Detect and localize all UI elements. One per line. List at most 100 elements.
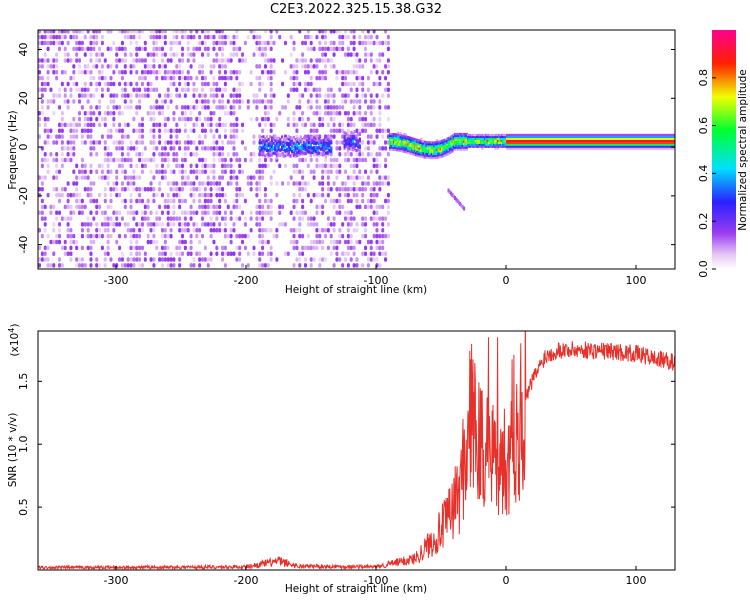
spectrogram-noise-cell [112,140,116,145]
spectrogram-noise-cell [109,198,113,204]
spectrogram-noise-cell [106,146,110,151]
spectrogram-track-cell [405,147,409,150]
spectrogram-noise-cell [215,52,219,57]
spectrogram-track-cell [396,133,399,136]
spectrogram-track-cell [595,135,598,139]
spectrogram-track-cell [392,138,396,142]
spectrogram-track-cell [564,145,567,148]
spectrogram-noise-cell [355,222,359,227]
spectrogram-track-cell [664,133,667,137]
spectrogram-track-cell [398,137,401,140]
spectrogram-track-cell [642,139,645,142]
spectrogram-noise-cell [169,228,173,233]
spectrogram-noise-cell [306,64,310,69]
spectrogram-noise-cell [326,192,330,198]
spectrogram-track-cell [519,133,522,137]
spectrogram-noise-cell [212,34,216,40]
spectrogram-track-cell [656,133,659,137]
spectrogram-noise-cell [372,257,376,262]
spectrogram-track-cell [662,143,665,146]
spectrogram-noise-cell [169,140,173,145]
spectrogram-blob-cell [279,137,282,141]
spectrogram-noise-cell [252,245,256,251]
spectrogram-noise-cell [212,140,216,145]
spectrogram-track-cell [390,146,393,149]
spectrogram-track-cell [468,141,471,144]
spectrogram-track-cell [428,141,431,144]
spectrogram-noise-cell [318,93,322,98]
spectrogram-noise-cell [255,46,259,52]
spectrogram-noise-cell [106,216,110,221]
spectrogram-noise-cell [218,151,222,157]
spectrogram-noise-cell [160,210,164,215]
spectrogram-track-cell [607,147,610,150]
spectrogram-track-cell [625,143,628,146]
spectrogram-track-cell [465,148,468,151]
spectrogram-noise-cell [189,75,193,81]
spectrogram-track-cell [418,147,422,150]
spectrogram-blob-cell [313,140,316,144]
spectrogram-tail-cell [461,205,464,210]
spectrogram-blob-cell [343,134,346,138]
spectrogram-track-cell [656,141,659,144]
spectrogram-track-cell [610,141,613,144]
spectrogram-noise-cell [292,40,296,46]
spectrogram-noise-cell [352,181,356,186]
spectrogram-track-cell [457,132,461,136]
spectrogram-noise-cell [86,30,90,34]
spectrogram-noise-cell [112,69,116,75]
spectrogram-track-cell [457,134,461,138]
spectrogram-track-cell [486,145,489,148]
spectrogram-noise-cell [83,204,87,210]
spectrogram-noise-cell [155,222,159,227]
spectrogram-track-cell [662,135,665,139]
spectrogram-noise-cell [201,105,205,110]
spectrogram-track-cell [638,143,641,146]
spectrogram-track-cell [412,147,415,150]
spectrogram-noise-cell [46,163,50,169]
spectrogram-noise-cell [381,93,385,98]
spectrogram-track-cell [418,141,422,144]
spectrogram-noise-cell [181,169,184,174]
spectrogram-blob-cell [350,138,353,142]
spectrogram-track-cell [476,135,479,139]
spectrogram-track-cell [545,139,548,142]
spectrogram-track-cell [455,140,458,143]
spectrogram-noise-cell [215,140,219,145]
spectrogram-noise-cell [140,151,144,157]
spectrogram-noise-cell [229,93,233,98]
spectrogram-noise-cell [249,81,253,87]
spectrogram-noise-cell [106,175,110,180]
spectrogram-noise-cell [306,69,310,75]
spectrogram-track-cell [451,134,454,137]
spectrogram-noise-cell [160,192,164,198]
spectrogram-track-cell [398,149,401,152]
spectrogram-noise-cell [324,64,327,69]
spectrogram-track-cell [573,135,576,139]
spectrogram-noise-cell [86,69,90,75]
spectrogram-noise-cell [318,181,322,186]
spectrogram-noise-cell [361,87,365,93]
spectrogram-noise-cell [186,210,190,215]
spectrogram-blob-cell [324,151,328,155]
spectrogram-track-cell [403,140,406,144]
spectrogram-noise-cell [332,222,336,227]
spectrogram-noise-cell [229,69,233,75]
spectrogram-y-tick-label: 40 [17,43,30,57]
spectrogram-blob-cell [294,148,297,152]
spectrogram-noise-cell [269,93,273,98]
spectrogram-track-cell [584,139,587,142]
spectrogram-noise-cell [349,163,353,169]
spectrogram-noise-cell [118,122,122,128]
spectrogram-noise-cell [109,192,113,198]
spectrogram-noise-cell [72,30,76,34]
spectrogram-noise-cell [195,116,199,122]
spectrogram-noise-cell [263,198,267,204]
spectrogram-blob-cell [280,141,284,145]
spectrogram-noise-cell [255,216,259,221]
spectrogram-noise-cell [143,69,147,75]
spectrogram-noise-cell [375,228,379,233]
spectrogram-noise-cell [198,251,202,256]
spectrogram-noise-cell [120,58,124,63]
spectrogram-blob-cell [302,151,306,155]
